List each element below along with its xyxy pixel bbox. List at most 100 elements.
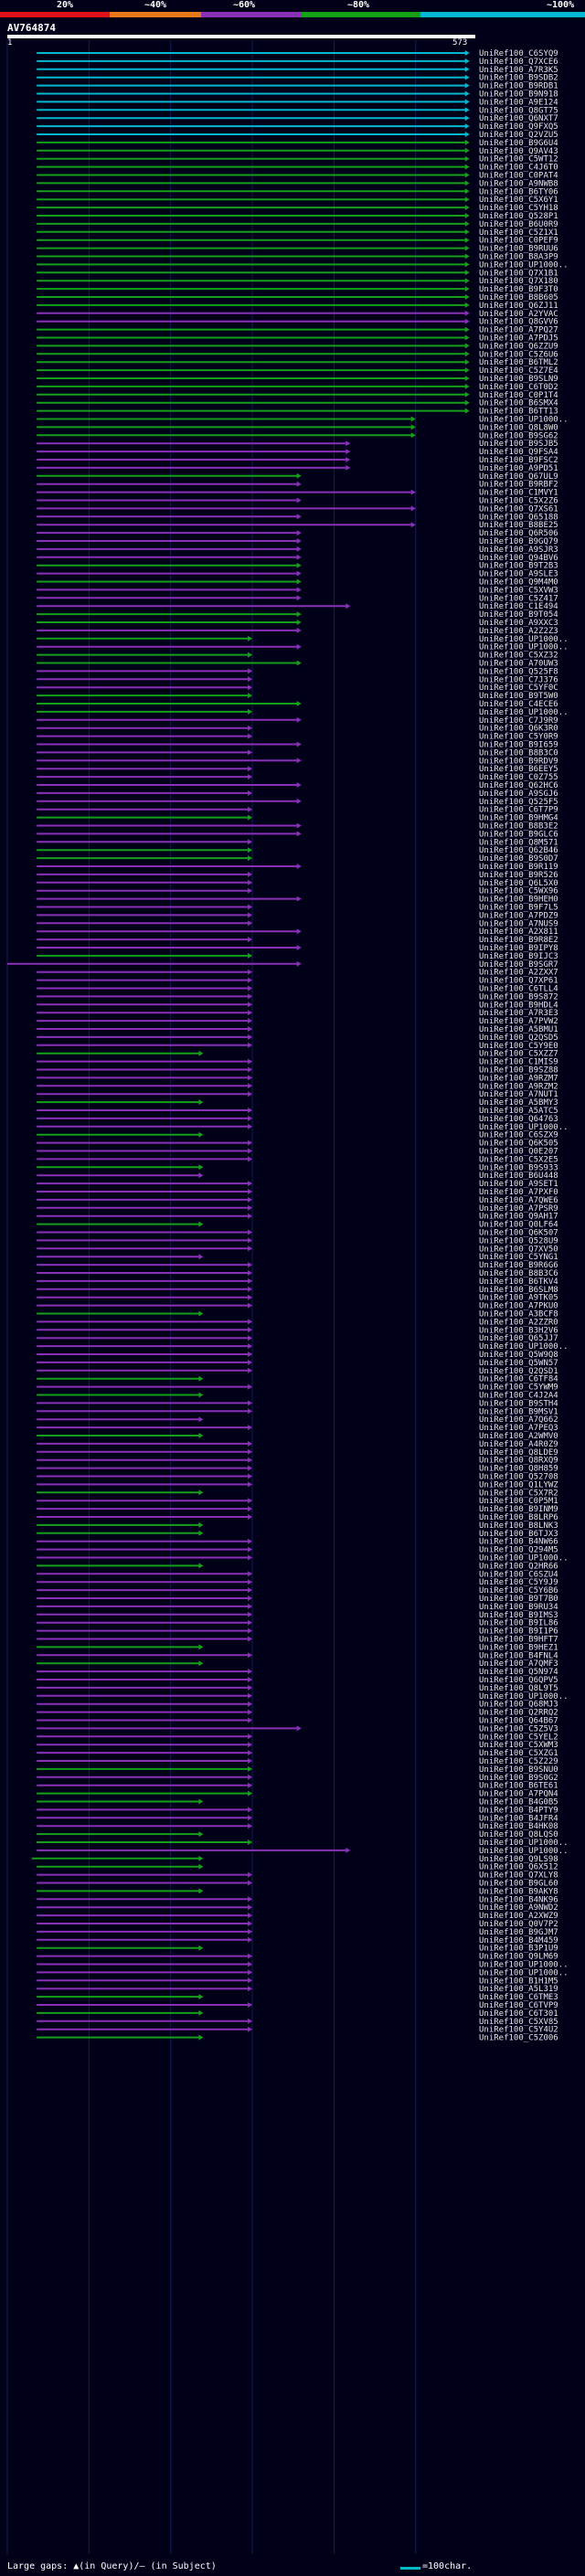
- hit-label[interactable]: UniRef100_C6TVP9: [479, 2001, 558, 2010]
- hit-label[interactable]: UniRef100_UP1000..: [479, 1847, 569, 1856]
- hit-label[interactable]: UniRef100_A7Q662: [479, 1415, 558, 1425]
- hit-label[interactable]: UniRef100_C5Z7E4: [479, 366, 558, 376]
- hit-label[interactable]: UniRef100_B8LRP6: [479, 1513, 558, 1522]
- hit-label[interactable]: UniRef100_Q94BV6: [479, 554, 558, 563]
- hit-label[interactable]: UniRef100_B4PTY9: [479, 1806, 558, 1815]
- hit-label[interactable]: UniRef100_Q6K505: [479, 1140, 558, 1149]
- hit-label[interactable]: UniRef100_C5YF0C: [479, 684, 558, 693]
- hit-label[interactable]: UniRef100_A7PEQ3: [479, 1424, 558, 1433]
- hit-label[interactable]: UniRef100_A9XXC3: [479, 619, 558, 628]
- hit-label[interactable]: UniRef100_C5WT12: [479, 155, 558, 164]
- hit-label[interactable]: UniRef100_C4ECE6: [479, 700, 558, 709]
- hit-label[interactable]: UniRef100_C5X6Y1: [479, 196, 558, 205]
- hit-label[interactable]: UniRef100_B9R6G6: [479, 1261, 558, 1270]
- hit-label[interactable]: UniRef100_Q5WN57: [479, 1359, 558, 1368]
- hit-label[interactable]: UniRef100_B9R119: [479, 863, 558, 872]
- hit-label[interactable]: UniRef100_C5X7R2: [479, 1489, 558, 1498]
- hit-label[interactable]: UniRef100_B9HFT7: [479, 1636, 558, 1645]
- hit-label[interactable]: UniRef100_C5Y4U2: [479, 2026, 558, 2035]
- hit-label[interactable]: UniRef100_Q6X512: [479, 1863, 558, 1872]
- hit-label[interactable]: UniRef100_Q6QPV5: [479, 1676, 558, 1685]
- hit-label[interactable]: UniRef100_A7PQN4: [479, 1790, 558, 1799]
- hit-label[interactable]: UniRef100_B9T7B0: [479, 1595, 558, 1604]
- hit-label[interactable]: UniRef100_UP1000..: [479, 635, 569, 644]
- hit-label[interactable]: UniRef100_C5Z6U6: [479, 350, 558, 359]
- hit-label[interactable]: UniRef100_B9R526: [479, 871, 558, 880]
- hit-label[interactable]: UniRef100_Q62HC6: [479, 781, 558, 790]
- hit-label[interactable]: UniRef100_Q525F8: [479, 667, 558, 676]
- hit-label[interactable]: UniRef100_B9N918: [479, 90, 558, 100]
- hit-label[interactable]: UniRef100_B6U0R9: [479, 220, 558, 229]
- hit-label[interactable]: UniRef100_B9INM9: [479, 1505, 558, 1514]
- hit-label[interactable]: UniRef100_B6EEY5: [479, 765, 558, 774]
- hit-label[interactable]: UniRef100_A5L319: [479, 1985, 558, 1994]
- hit-label[interactable]: UniRef100_A7QWE6: [479, 1196, 558, 1205]
- hit-label[interactable]: UniRef100_C6SYQ9: [479, 49, 558, 58]
- hit-label[interactable]: UniRef100_C5Z5V3: [479, 1724, 558, 1733]
- hit-label[interactable]: UniRef100_B4FNL4: [479, 1651, 558, 1660]
- hit-label[interactable]: UniRef100_C5YEL2: [479, 1733, 558, 1742]
- hit-label[interactable]: UniRef100_A9SET1: [479, 1180, 558, 1189]
- hit-label[interactable]: UniRef100_A2YVAC: [479, 310, 558, 319]
- hit-label[interactable]: UniRef100_B9RBF2: [479, 481, 558, 490]
- hit-label[interactable]: UniRef100_UP1000..: [479, 1839, 569, 1848]
- hit-label[interactable]: UniRef100_A7PSR9: [479, 1204, 558, 1214]
- hit-label[interactable]: UniRef100_Q5W9Q8: [479, 1351, 558, 1360]
- hit-label[interactable]: UniRef100_B6TY06: [479, 187, 558, 196]
- hit-label[interactable]: UniRef100_B9RDV9: [479, 757, 558, 766]
- hit-label[interactable]: UniRef100_Q0V7P2: [479, 1920, 558, 1929]
- hit-label[interactable]: UniRef100_Q5N974: [479, 1668, 558, 1677]
- hit-label[interactable]: UniRef100_B4G0B5: [479, 1798, 558, 1807]
- hit-label[interactable]: UniRef100_C5XVW3: [479, 586, 558, 595]
- hit-label[interactable]: UniRef100_Q7X1B1: [479, 269, 558, 278]
- hit-label[interactable]: UniRef100_C0Z755: [479, 773, 558, 782]
- hit-label[interactable]: UniRef100_B8B3E2: [479, 822, 558, 832]
- hit-label[interactable]: UniRef100_B6SMX4: [479, 399, 558, 408]
- hit-label[interactable]: UniRef100_B9IPY8: [479, 944, 558, 953]
- hit-label[interactable]: UniRef100_A2X811: [479, 928, 558, 937]
- hit-label[interactable]: UniRef100_UP1000..: [479, 1554, 569, 1564]
- hit-label[interactable]: UniRef100_C5Z006: [479, 2034, 558, 2043]
- hit-label[interactable]: UniRef100_C5X2Z6: [479, 497, 558, 506]
- hit-label[interactable]: UniRef100_B9SZ88: [479, 1066, 558, 1076]
- hit-label[interactable]: UniRef100_Q65188: [479, 513, 558, 522]
- hit-label[interactable]: UniRef100_B8LNK3: [479, 1521, 558, 1531]
- hit-label[interactable]: UniRef100_A3BCF8: [479, 1310, 558, 1320]
- hit-label[interactable]: UniRef100_Q2RRQ2: [479, 1709, 558, 1718]
- hit-label[interactable]: UniRef100_B9R8E2: [479, 936, 558, 945]
- hit-label[interactable]: UniRef100_A2XWZ9: [479, 1912, 558, 1921]
- hit-label[interactable]: UniRef100_Q9AV43: [479, 147, 558, 156]
- hit-label[interactable]: UniRef100_A9RZM7: [479, 1074, 558, 1083]
- hit-label[interactable]: UniRef100_C5Z229: [479, 1757, 558, 1766]
- hit-label[interactable]: UniRef100_B8A3P9: [479, 253, 558, 262]
- hit-label[interactable]: UniRef100_Q9FXQ5: [479, 122, 558, 132]
- hit-label[interactable]: UniRef100_C5XWM3: [479, 1741, 558, 1750]
- hit-label[interactable]: UniRef100_B8B3C0: [479, 748, 558, 758]
- hit-label[interactable]: UniRef100_C1MVY1: [479, 489, 558, 498]
- hit-label[interactable]: UniRef100_B6U448: [479, 1171, 558, 1181]
- hit-label[interactable]: UniRef100_B6SLM8: [479, 1286, 558, 1295]
- hit-label[interactable]: UniRef100_B9HMG4: [479, 814, 558, 823]
- hit-label[interactable]: UniRef100_Q65JJ7: [479, 1334, 558, 1343]
- hit-label[interactable]: UniRef100_C5Y6B6: [479, 1586, 558, 1595]
- hit-label[interactable]: UniRef100_Q8GVV6: [479, 318, 558, 327]
- hit-label[interactable]: UniRef100_B9IMS3: [479, 1611, 558, 1620]
- hit-label[interactable]: UniRef100_C5YWM9: [479, 1383, 558, 1393]
- hit-label[interactable]: UniRef100_C5YNG1: [479, 1253, 558, 1262]
- hit-label[interactable]: UniRef100_A9E124: [479, 98, 558, 107]
- hit-label[interactable]: UniRef100_Q8H859: [479, 1465, 558, 1474]
- hit-label[interactable]: UniRef100_Q6K507: [479, 1229, 558, 1238]
- hit-label[interactable]: UniRef100_C5Y9J9: [479, 1578, 558, 1587]
- hit-label[interactable]: UniRef100_A7NUS9: [479, 919, 558, 928]
- hit-label[interactable]: UniRef100_Q0LF64: [479, 1221, 558, 1230]
- hit-label[interactable]: UniRef100_Q67UL9: [479, 472, 558, 482]
- hit-label[interactable]: UniRef100_Q6ZZU9: [479, 342, 558, 351]
- hit-label[interactable]: UniRef100_A70UW3: [479, 660, 558, 669]
- hit-label[interactable]: UniRef100_C6T301: [479, 2009, 558, 2019]
- hit-label[interactable]: UniRef100_C6TME3: [479, 1993, 558, 2002]
- hit-label[interactable]: UniRef100_Q0E207: [479, 1148, 558, 1157]
- hit-label[interactable]: UniRef100_A7NUT1: [479, 1090, 558, 1099]
- hit-label[interactable]: UniRef100_C5XZG1: [479, 1749, 558, 1758]
- hit-label[interactable]: UniRef100_B9S0G2: [479, 1774, 558, 1783]
- hit-label[interactable]: UniRef100_B9RDB1: [479, 82, 558, 91]
